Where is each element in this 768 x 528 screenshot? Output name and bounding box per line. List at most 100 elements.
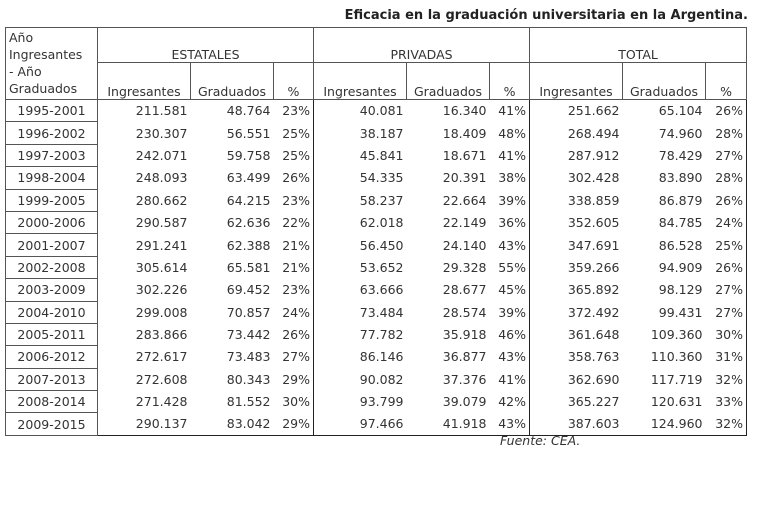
value-cell: 55%	[489, 256, 531, 279]
value-cell: 37.376	[442, 371, 487, 387]
value-cell: 16.340	[442, 103, 487, 119]
value-cell: 24.140	[442, 237, 487, 253]
year-header-line: Graduados	[9, 81, 78, 96]
value-cell: 90.082	[359, 371, 404, 387]
period-cell: 1999-2005	[5, 188, 98, 212]
value-cell: 24%	[273, 301, 314, 324]
value-cell: 387.603	[567, 416, 620, 432]
value-cell: 109.360	[650, 327, 703, 343]
table-row: 2003-2009 302.226 69.452 23% 63.666 28.677 45%…	[5, 278, 748, 302]
value-cell: 22.149	[442, 215, 487, 231]
value-cell: 372.492	[567, 304, 620, 320]
period-cell: 2009-2015	[5, 412, 98, 436]
period-cell: 2006-2012	[5, 345, 98, 369]
value-cell: 41.918	[442, 416, 487, 432]
table-row: 2008-2014 271.428 81.552 30% 93.799 39.079 42%…	[5, 390, 748, 414]
value-cell: 74.960	[658, 125, 703, 141]
table-row: 2009-2015 290.137 83.042 29% 97.466 41.918 43%…	[5, 412, 748, 436]
value-cell: 46%	[489, 323, 531, 346]
value-cell: 302.226	[135, 282, 188, 298]
value-cell: 77.782	[359, 327, 404, 343]
value-cell: 28.574	[442, 304, 487, 320]
value-cell: 124.960	[650, 416, 703, 432]
value-cell: 73.483	[226, 349, 271, 365]
value-cell: 272.617	[135, 349, 188, 365]
value-cell: 86.879	[658, 192, 703, 208]
value-cell: 287.912	[567, 147, 620, 163]
subheader-ingresantes: Ingresantes	[97, 62, 191, 100]
value-cell: 41%	[489, 99, 531, 122]
value-cell: 86.528	[658, 237, 703, 253]
value-cell: 62.018	[359, 215, 404, 231]
value-cell: 84.785	[658, 215, 703, 231]
value-cell: 59.758	[226, 147, 271, 163]
subheader-graduados: Graduados	[190, 62, 274, 100]
subheader-graduados: Graduados	[406, 62, 490, 100]
value-cell: 30%	[705, 323, 748, 346]
value-cell: 22%	[273, 211, 314, 234]
value-cell: 39.079	[442, 394, 487, 410]
value-cell: 69.452	[226, 282, 271, 298]
value-cell: 38.187	[359, 125, 404, 141]
value-cell: 33%	[705, 390, 748, 413]
subheader-percent: %	[273, 62, 314, 100]
table-row: 2004-2010 299.008 70.857 24% 73.484 28.574 39%…	[5, 300, 748, 324]
table-row: 1996-2002 230.307 56.551 25% 38.187 18.409 48%…	[5, 121, 748, 145]
value-cell: 251.662	[567, 103, 620, 119]
value-cell: 73.442	[226, 327, 271, 343]
value-cell: 93.799	[359, 394, 404, 410]
value-cell: 36.877	[442, 349, 487, 365]
value-cell: 230.307	[135, 125, 188, 141]
table-row: 1999-2005 280.662 64.215 23% 58.237 22.664 39%…	[5, 188, 748, 212]
period-cell: 1998-2004	[5, 166, 98, 190]
table-row: 2000-2006 290.587 62.636 22% 62.018 22.149 36%…	[5, 210, 748, 235]
value-cell: 40.081	[359, 103, 404, 119]
value-cell: 24%	[705, 211, 748, 234]
period-cell: 2004-2010	[5, 300, 98, 324]
value-cell: 98.129	[658, 282, 703, 298]
value-cell: 78.429	[658, 147, 703, 163]
subheader-percent: %	[488, 62, 531, 100]
value-cell: 352.605	[567, 215, 620, 231]
value-cell: 80.343	[226, 371, 271, 387]
value-cell: 43%	[489, 412, 531, 436]
value-cell: 290.137	[135, 416, 188, 432]
subheader-ingresantes: Ingresantes	[529, 62, 624, 100]
value-cell: 117.719	[650, 371, 703, 387]
value-cell: 45%	[489, 278, 531, 302]
value-cell: 18.409	[442, 125, 487, 141]
graduation-table: Año Ingresantes - Año Graduados ESTATALES PRI…	[5, 27, 748, 436]
period-cell: 2007-2013	[5, 367, 98, 392]
subheader-ingresantes: Ingresantes	[313, 62, 407, 100]
value-cell: 25%	[273, 144, 314, 167]
value-cell: 41%	[489, 144, 531, 167]
value-cell: 305.614	[135, 259, 188, 275]
value-cell: 81.552	[226, 394, 271, 410]
table-row: 1997-2003 242.071 59.758 25% 45.841 18.671 41%…	[5, 143, 748, 168]
year-column-header: Año Ingresantes - Año Graduados	[5, 27, 98, 100]
value-cell: 299.008	[135, 304, 188, 320]
group-header-total: TOTAL	[529, 27, 748, 63]
value-cell: 63.499	[226, 170, 271, 186]
value-cell: 25%	[273, 121, 314, 145]
period-cell: 2005-2011	[5, 322, 98, 347]
value-cell: 365.892	[567, 282, 620, 298]
value-cell: 358.763	[567, 349, 620, 365]
value-cell: 271.428	[135, 394, 188, 410]
value-cell: 86.146	[359, 349, 404, 365]
value-cell: 211.581	[135, 103, 188, 119]
value-cell: 43%	[489, 233, 531, 257]
value-cell: 280.662	[135, 192, 188, 208]
value-cell: 62.636	[226, 215, 271, 231]
value-cell: 20.391	[442, 170, 487, 186]
value-cell: 26%	[273, 323, 314, 346]
period-cell: 2000-2006	[5, 210, 98, 235]
value-cell: 36%	[489, 211, 531, 234]
value-cell: 63.666	[359, 282, 404, 298]
value-cell: 31%	[705, 345, 748, 369]
table-row: 2001-2007 291.241 62.388 21% 56.450 24.140 43%…	[5, 233, 748, 257]
value-cell: 23%	[273, 278, 314, 302]
table-title: Eficacia en la graduación universitaria …	[344, 8, 748, 23]
value-cell: 23%	[273, 99, 314, 122]
value-cell: 23%	[273, 189, 314, 212]
